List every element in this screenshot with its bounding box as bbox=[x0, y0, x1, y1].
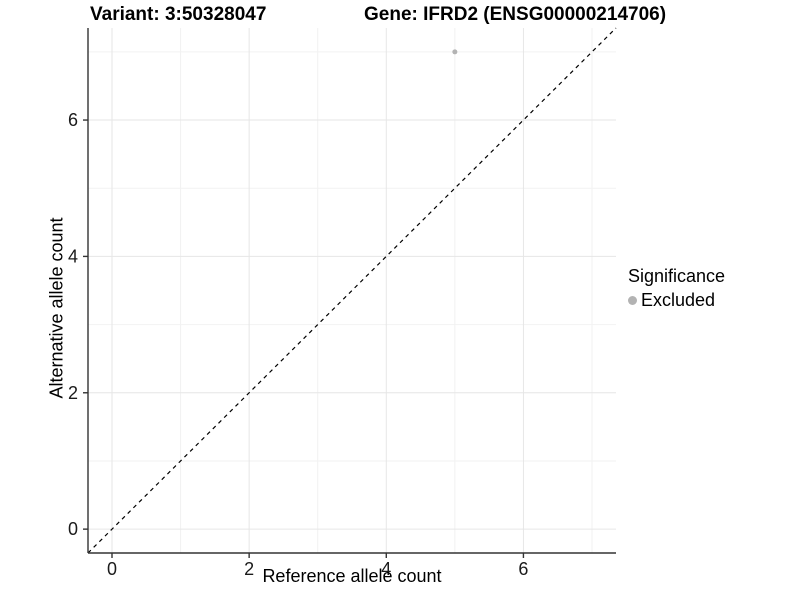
gridlines-minor bbox=[88, 28, 616, 553]
axis-tick-labels: 0 2 4 6 0 2 4 6 bbox=[68, 110, 528, 579]
legend-point-icon bbox=[628, 296, 637, 305]
y-axis-title: Alternative allele count bbox=[46, 217, 67, 399]
data-point bbox=[452, 49, 458, 55]
legend-item-excluded: Excluded bbox=[628, 290, 725, 311]
axis-lines bbox=[87, 28, 616, 554]
svg-text:2: 2 bbox=[244, 559, 254, 579]
svg-text:0: 0 bbox=[107, 559, 117, 579]
plot-title-gene: Gene: IFRD2 (ENSG00000214706) bbox=[364, 4, 667, 25]
data-points bbox=[452, 49, 458, 55]
svg-text:4: 4 bbox=[68, 246, 78, 266]
legend: Significance Excluded bbox=[628, 266, 725, 311]
x-axis-title: Reference allele count bbox=[262, 566, 442, 586]
svg-text:6: 6 bbox=[68, 110, 78, 130]
plot-title-variant: Variant: 3:50328047 bbox=[90, 4, 267, 25]
svg-text:2: 2 bbox=[68, 383, 78, 403]
axis-tick-marks bbox=[83, 119, 525, 558]
svg-text:4: 4 bbox=[381, 559, 391, 579]
svg-text:0: 0 bbox=[68, 519, 78, 539]
legend-item-label: Excluded bbox=[641, 290, 716, 310]
gridlines-major bbox=[88, 28, 616, 553]
legend-title: Significance bbox=[628, 266, 726, 286]
svg-text:6: 6 bbox=[518, 559, 528, 579]
identity-dashed-line bbox=[87, 27, 617, 554]
